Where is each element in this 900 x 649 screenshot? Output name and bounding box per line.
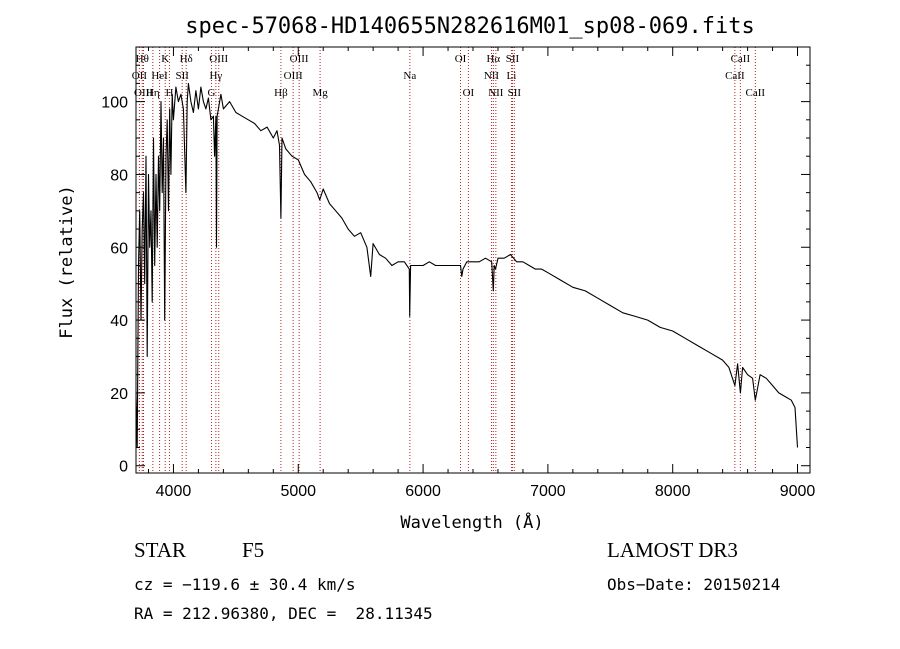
line-label-7: SII xyxy=(175,70,189,82)
y-tick-label-2: 40 xyxy=(110,313,128,330)
x-tick-label-4: 8000 xyxy=(655,483,691,500)
spectrum-series xyxy=(135,82,799,449)
y-axis-label: Flux (relative) xyxy=(57,185,77,339)
object-class: STAR xyxy=(134,538,186,562)
line-label-0: OII xyxy=(132,70,148,82)
line-label-10: Hγ xyxy=(209,70,222,82)
x-axis: 4000 5000 6000 7000 8000 9000 xyxy=(147,47,816,500)
line-label-17: OI xyxy=(455,53,467,65)
object-subclass: F5 xyxy=(242,538,265,562)
line-label-3: Hη xyxy=(146,87,160,99)
x-tick-label-0: 4000 xyxy=(156,483,192,500)
line-label-22: Li xyxy=(507,70,517,82)
line-label-6: H xyxy=(165,87,173,99)
line-label-19: NII xyxy=(484,70,500,82)
x-tick-label-3: 7000 xyxy=(530,483,566,500)
line-label-15: Mg xyxy=(312,87,328,99)
x-tick-label-5: 9000 xyxy=(780,483,816,500)
line-label-5: K xyxy=(161,53,169,65)
line-label-18: OI xyxy=(463,87,475,99)
y-tick-label-1: 20 xyxy=(110,386,128,403)
redshift-info: cz = −119.6 ± 30.4 km/s xyxy=(134,575,356,594)
line-label-20: Hα xyxy=(486,53,500,65)
line-label-23: SII xyxy=(506,53,520,65)
line-label-25: CaII xyxy=(725,70,745,82)
y-tick-label-0: 0 xyxy=(119,459,128,476)
line-label-26: CaII xyxy=(731,53,751,65)
line-label-24: SII xyxy=(508,87,522,99)
line-label-14: OIII xyxy=(290,53,309,65)
plot-frame xyxy=(135,46,811,474)
x-tick-label-1: 5000 xyxy=(280,483,316,500)
line-label-11: OIII xyxy=(209,53,228,65)
line-label-2: OIII xyxy=(134,87,153,99)
line-label-4: HeI xyxy=(151,70,168,82)
line-label-13: OIII xyxy=(284,70,303,82)
line-label-16: Na xyxy=(403,70,416,82)
y-tick-label-4: 80 xyxy=(110,167,128,184)
line-label-21: NII xyxy=(488,87,504,99)
coordinates: RA = 212.96380, DEC = 28.11345 xyxy=(134,604,433,623)
line-label-9: G xyxy=(208,87,216,99)
observation-date: Obs−Date: 20150214 xyxy=(607,575,781,594)
line-label-27: CaII xyxy=(746,87,766,99)
line-label-1: Hθ xyxy=(136,53,149,65)
spectral-line-markers: OIIHθOIIIHηHeIKHSIIHδGHγOIIIHβOIIIOIIIMg… xyxy=(132,47,766,473)
survey-name: LAMOST DR3 xyxy=(607,538,738,562)
chart-title: spec-57068-HD140655N282616M01_sp08-069.f… xyxy=(185,14,755,39)
y-tick-label-3: 60 xyxy=(110,240,128,257)
x-tick-label-2: 6000 xyxy=(405,483,441,500)
y-axis: 0 20 40 60 80 100 xyxy=(101,64,810,476)
x-axis-label: Wavelength (Å) xyxy=(400,511,543,533)
spectrum-line-0 xyxy=(135,82,799,449)
y-tick-label-5: 100 xyxy=(101,95,128,112)
line-label-12: Hβ xyxy=(274,87,288,99)
line-label-8: Hδ xyxy=(180,53,193,65)
